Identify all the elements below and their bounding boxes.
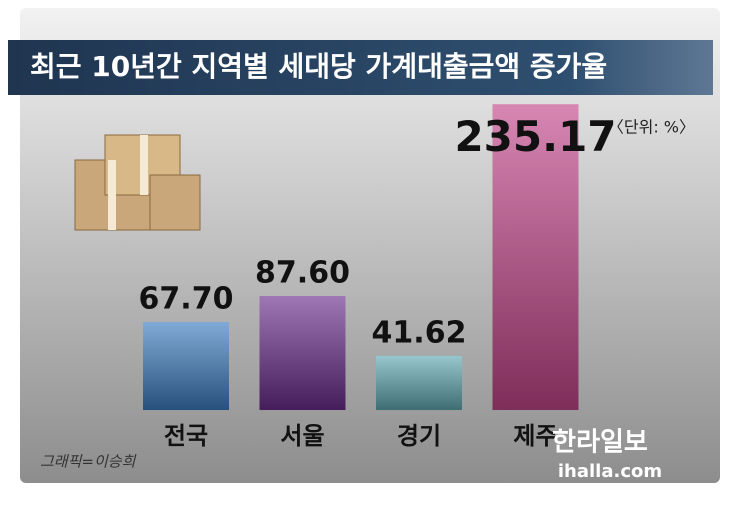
x-tick-label: 경기 <box>397 422 441 450</box>
x-tick-label: 전국 <box>164 422 208 450</box>
logo: 한라일보 <box>552 428 648 458</box>
bar-shade <box>259 296 346 410</box>
title-banner <box>8 40 713 95</box>
money-icon <box>74 134 201 231</box>
chart-title: 최근 10년간 지역별 세대당 가계대출금액 증가율 <box>30 50 607 83</box>
x-tick-label: 서울 <box>280 422 324 450</box>
value-label: 67.70 <box>139 281 234 316</box>
value-label: 41.62 <box>372 315 467 350</box>
value-label: 87.60 <box>255 256 350 291</box>
unit-label: 〈단위: %〉 <box>608 118 695 137</box>
bar-shade <box>376 355 462 410</box>
value-label: 235.17 <box>454 112 616 161</box>
logo-url: ihalla.com <box>558 461 662 482</box>
bar-shade <box>492 104 579 411</box>
bar-shade <box>143 321 229 410</box>
x-tick-label: 제주 <box>513 422 557 450</box>
credit: 그래픽=이승희 <box>40 453 137 471</box>
